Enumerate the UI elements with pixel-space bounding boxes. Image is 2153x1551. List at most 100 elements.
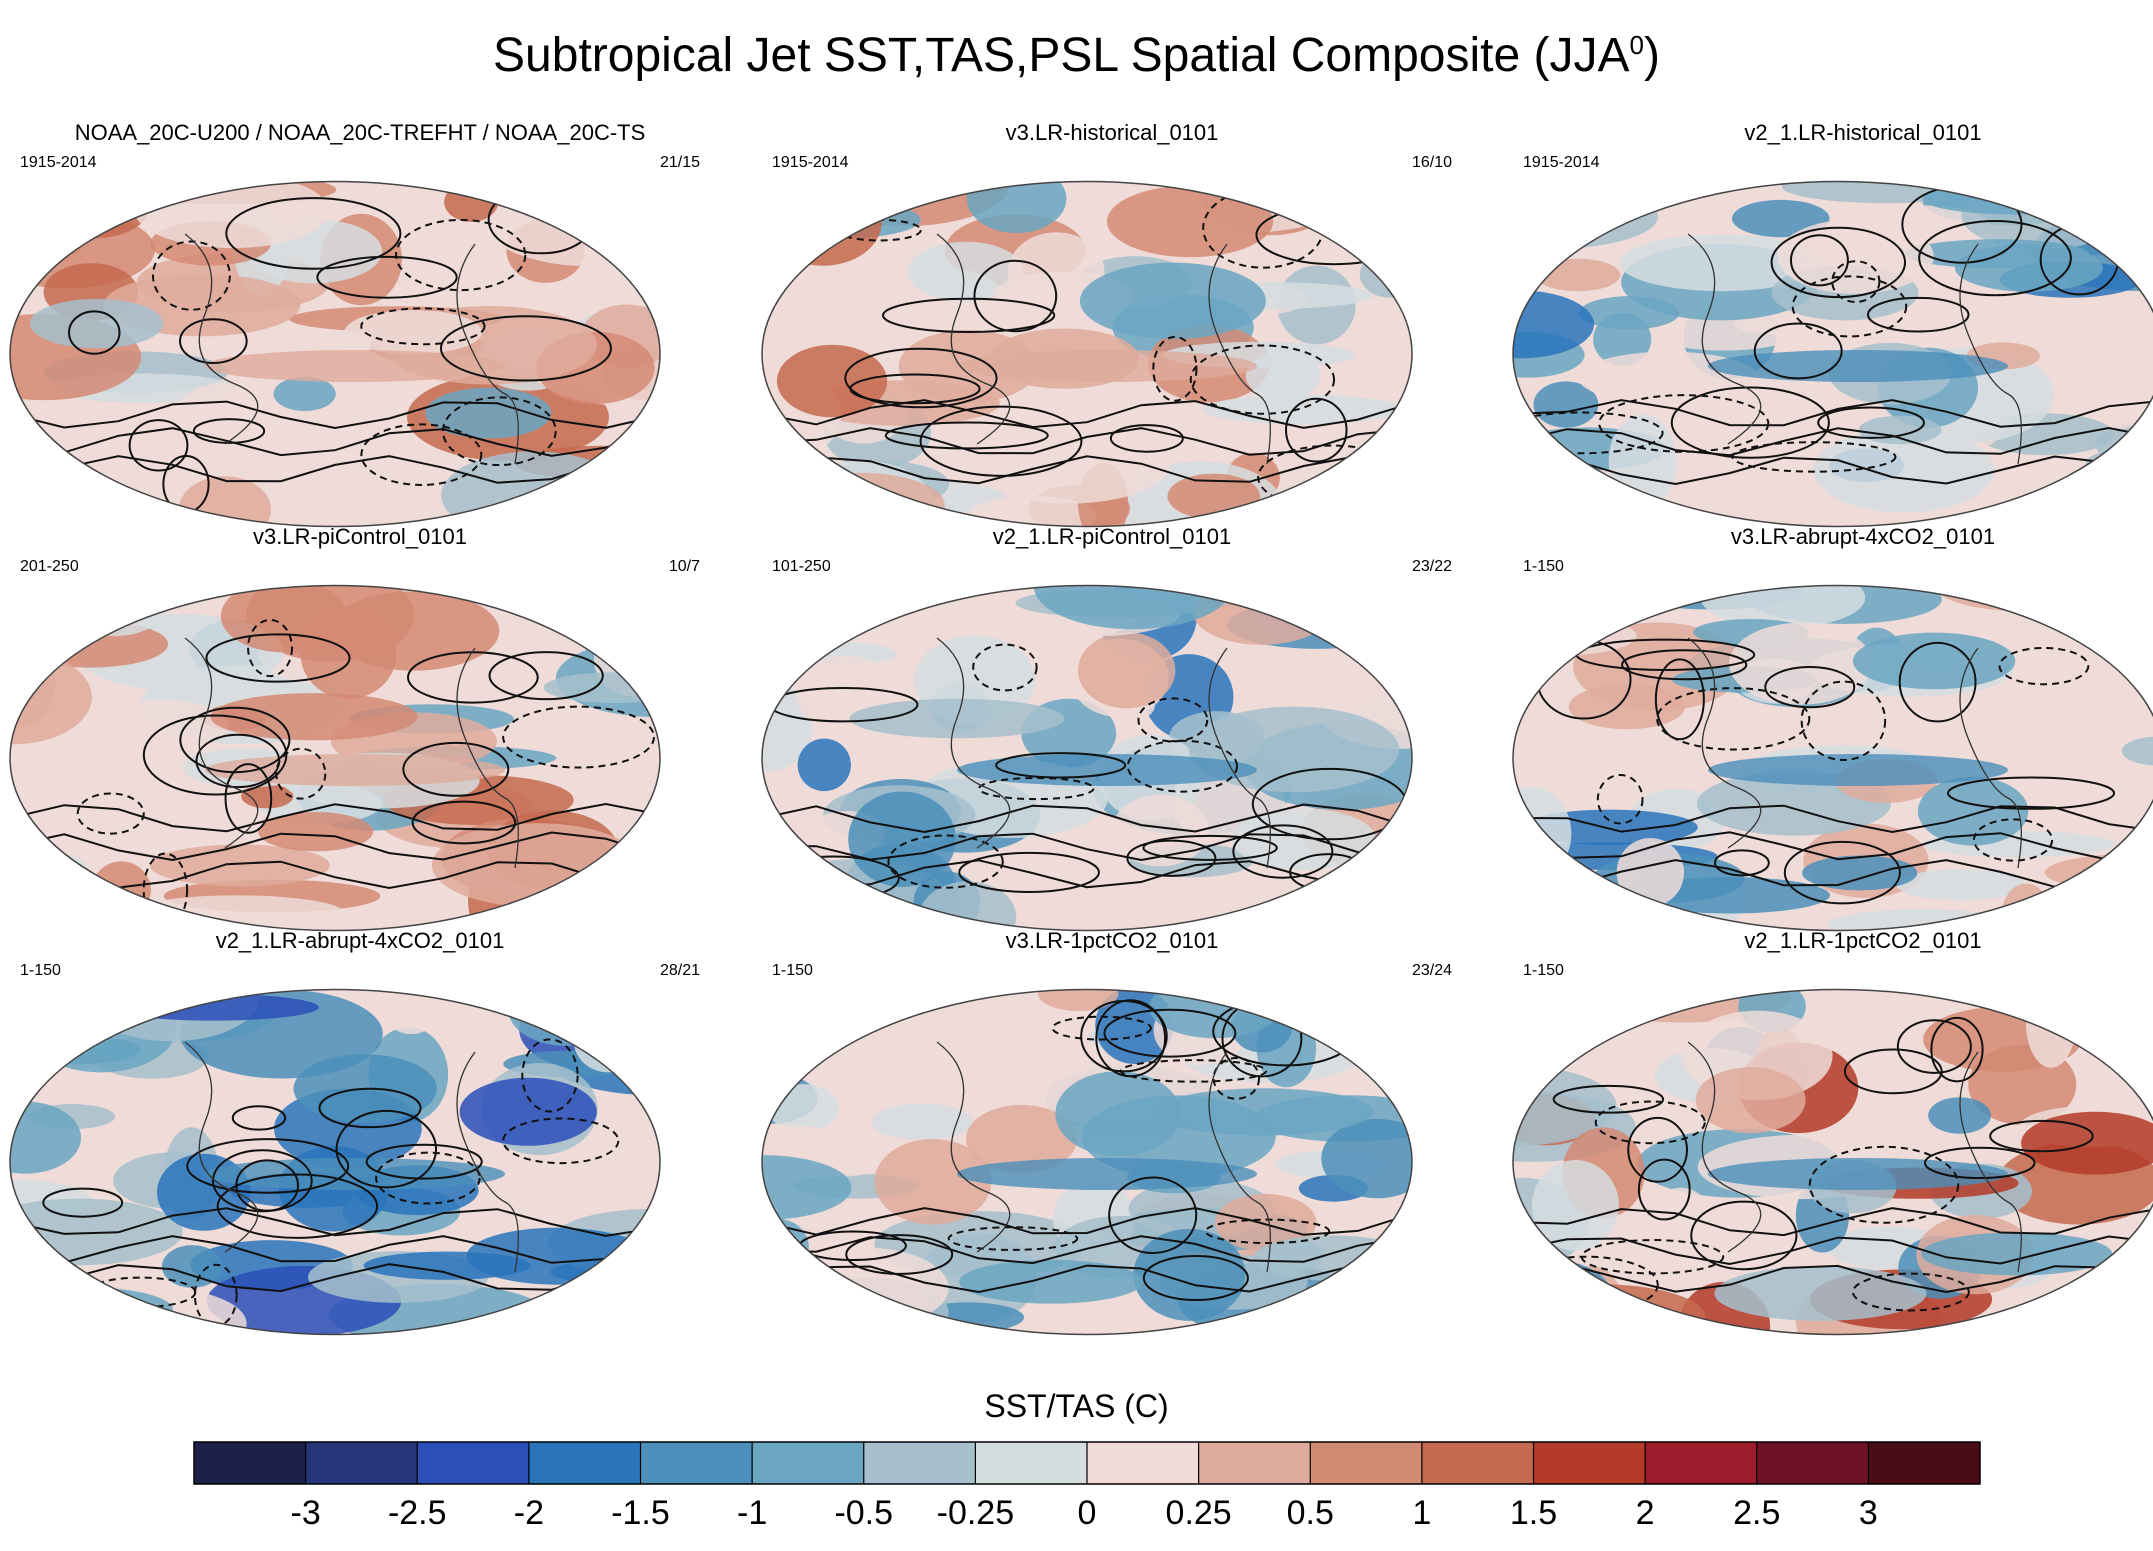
psl-contour (142, 852, 189, 928)
anomaly-patch (601, 590, 660, 636)
anomaly-patch (2109, 437, 2153, 524)
psl-contour (762, 803, 1412, 834)
anomaly-patch (130, 895, 344, 930)
panel-title: v2_1.LR-1pctCO2_0101 (1744, 928, 1982, 953)
colorbar-tick-label: 2 (1636, 1494, 1655, 1532)
anomaly-patch (1038, 989, 1119, 1012)
map-globe (761, 180, 1413, 528)
psl-contour (973, 259, 1058, 333)
map-outline (1512, 988, 2153, 1336)
anomaly-patch (1616, 837, 1685, 907)
anomaly-patch (1729, 622, 1873, 705)
anomaly-patch (1513, 290, 1595, 359)
anomaly-patch (1921, 1232, 2113, 1276)
map-panel-4: v3.LR-piControl_0101 201-250 10/7 (0, 524, 720, 932)
psl-contour (1142, 1255, 1249, 1301)
anomaly-patch (2012, 738, 2092, 785)
psl-contour (762, 1263, 1412, 1294)
psl-contour (1232, 824, 1334, 879)
equatorial-band (957, 350, 1257, 382)
anomaly-patch (2055, 585, 2153, 636)
anomaly-patch (557, 883, 660, 911)
psl-contour (1513, 411, 1664, 455)
psl-contour (407, 651, 539, 704)
psl-contour (488, 651, 604, 701)
anomaly-patch (10, 1276, 122, 1335)
psl-contour (1513, 1235, 2153, 1266)
psl-contour (1817, 406, 1925, 439)
psl-contour (502, 705, 655, 769)
anomaly-patch (1802, 855, 1918, 891)
colorbar-swatch (528, 1442, 641, 1484)
coastline (1687, 233, 1762, 445)
psl-contour (1843, 1048, 1943, 1095)
psl-contour (1753, 322, 1843, 380)
anomaly-patch (482, 181, 660, 267)
anomaly-patch (1731, 199, 1830, 238)
colorbar-tick-label: -2.5 (388, 1494, 447, 1532)
anomaly-patch (1579, 296, 1680, 330)
anomaly-patch (567, 1293, 639, 1335)
anomaly-patch (425, 387, 552, 439)
colorbar-swatch (1087, 1442, 1200, 1484)
equatorial-band (205, 350, 505, 382)
anomaly-patch (1852, 632, 2016, 690)
anomaly-patch (328, 591, 500, 671)
psl-contour (1285, 397, 1348, 463)
map-outline (9, 584, 661, 932)
psl-contour (1103, 1008, 1237, 1058)
anomaly-patch (2121, 736, 2153, 766)
panel-ratio: 16/10 (1411, 154, 1452, 171)
psl-contour (1808, 1145, 1960, 1224)
anomaly-patch (2021, 1111, 2153, 1175)
psl-contour (762, 832, 1412, 862)
colorbar-tick-label: -2 (514, 1494, 544, 1532)
panel-years: 1915-2014 (20, 154, 97, 171)
anomaly-patch (10, 1101, 82, 1174)
psl-contour (919, 405, 1083, 477)
psl-contour (762, 859, 1412, 889)
psl-contour (1791, 275, 1908, 338)
map-panel-2: v3.LR-historical_0101 1915-2014 16/10 (752, 120, 1472, 528)
psl-contour (375, 1151, 481, 1205)
psl-contour (947, 1226, 1079, 1251)
psl-contour (1731, 441, 1897, 473)
anomaly-patch (161, 1245, 223, 1288)
figure-title-close: ) (1643, 29, 1660, 82)
colorbar-swatch (640, 1442, 753, 1484)
colorbar-swatch (417, 1442, 530, 1484)
psl-contour (1513, 1255, 1659, 1314)
psl-contour (844, 347, 998, 409)
map-outline (9, 180, 661, 528)
colorbar-tick-label: 1.5 (1510, 1494, 1557, 1532)
anomaly-patch (1301, 888, 1412, 921)
psl-contour (365, 1143, 483, 1180)
anomaly-patch (1321, 1118, 1412, 1199)
psl-contour (195, 733, 281, 789)
colorbar-swatch (1198, 1442, 1311, 1484)
psl-contour (76, 792, 145, 835)
map-globe (1512, 584, 2153, 932)
panel-ratio: 23/22 (1411, 558, 1452, 575)
panel-title: v2_1.LR-piControl_0101 (992, 524, 1232, 549)
map-globe (761, 988, 1413, 1336)
panel-ratio: 21/15 (659, 154, 700, 171)
psl-contour (1866, 296, 1970, 333)
anomaly-patch (1533, 381, 1599, 428)
anomaly-patch (776, 344, 888, 418)
anomaly-patch (29, 298, 164, 349)
map-globe (9, 180, 661, 528)
psl-contour (1513, 455, 2153, 486)
anomaly-patch (1896, 869, 2025, 901)
colorbar-swatch (1645, 1442, 1758, 1484)
anomaly-patch (10, 181, 105, 216)
psl-contour (1513, 1263, 2153, 1294)
psl-contour (179, 706, 291, 774)
psl-contour (762, 1207, 1412, 1236)
psl-contour (212, 1149, 313, 1213)
coastline (1208, 243, 1271, 465)
psl-contour (521, 1038, 579, 1113)
